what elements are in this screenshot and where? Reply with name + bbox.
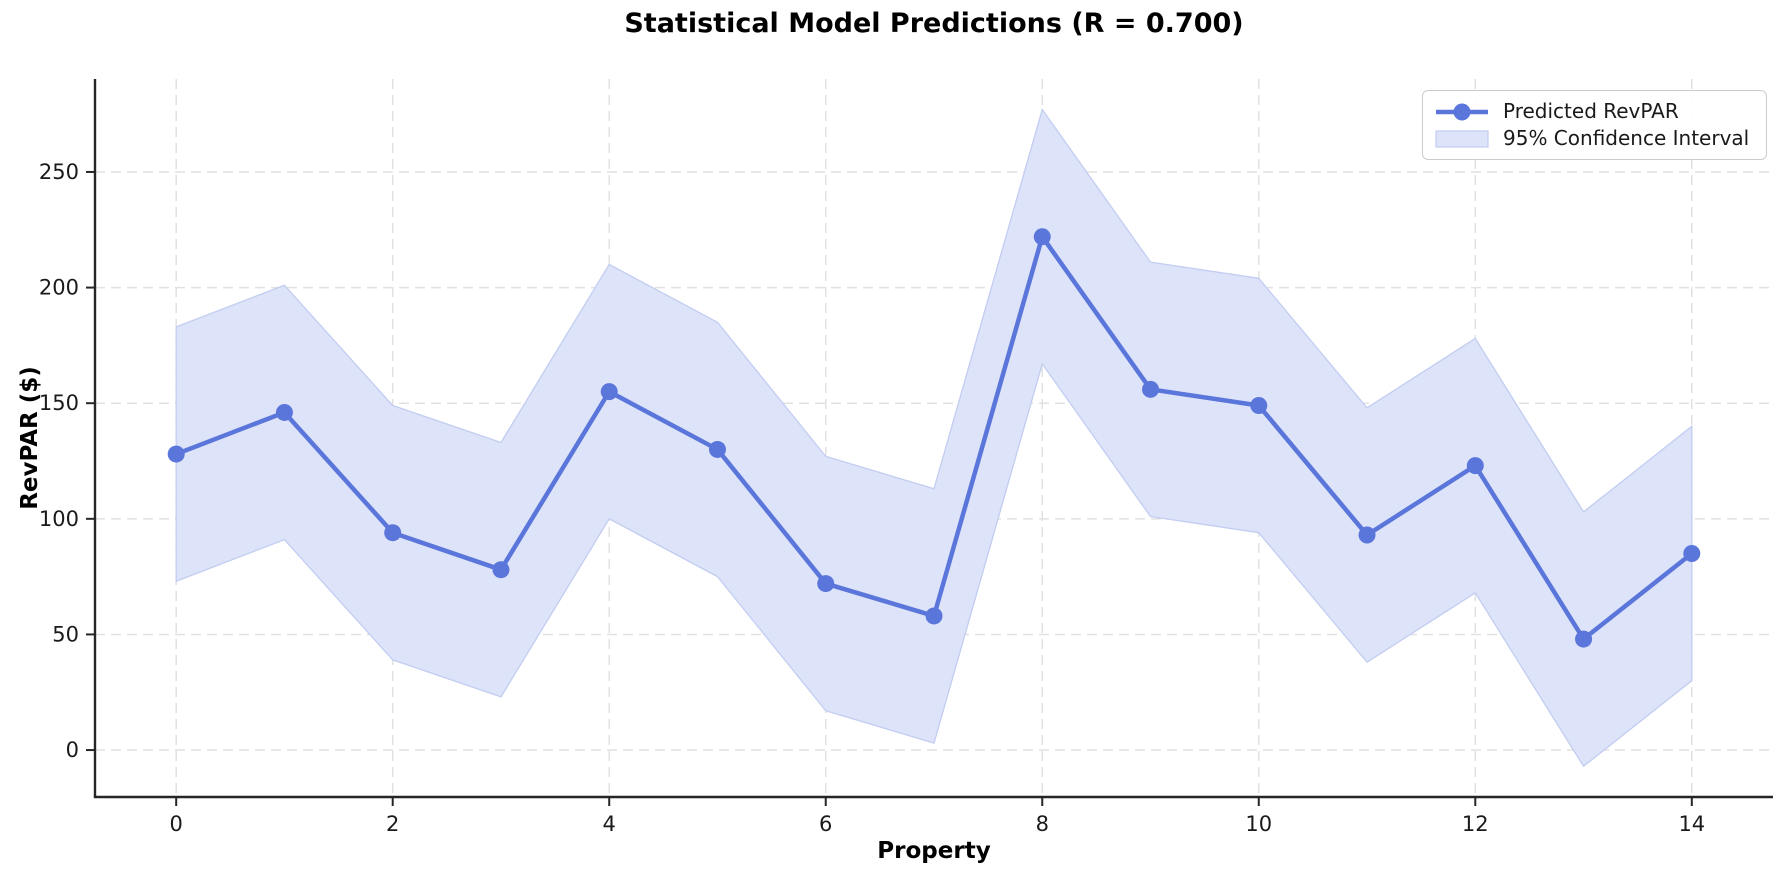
data-point-marker (1575, 630, 1593, 648)
line-layer (167, 228, 1701, 648)
data-point-marker (1033, 228, 1051, 246)
data-point-marker (1250, 397, 1268, 415)
y-axis-label-text: RevPAR ($) (17, 366, 43, 510)
y-axis-tick-label: 250 (39, 160, 79, 184)
x-axis-tick-label: 6 (819, 812, 832, 836)
legend-item-predicted: Predicted RevPAR (1433, 98, 1756, 125)
data-point-marker (492, 561, 510, 579)
legend-band-sample (1435, 129, 1489, 148)
confidence-band (175, 108, 1693, 767)
x-axis-tick-label: 12 (1462, 812, 1489, 836)
legend: Predicted RevPAR 95% Confidence Interval (1422, 90, 1767, 160)
legend-label-predicted: Predicted RevPAR (1503, 99, 1679, 123)
axis-layer: 0 50 100 150 200 250 0 2 4 6 8 10 12 14 (39, 79, 1773, 836)
y-axis-tick-label: 200 (39, 276, 79, 300)
data-point-marker (1142, 380, 1160, 398)
band-layer (175, 108, 1693, 767)
data-point-marker (1683, 545, 1701, 563)
data-point-marker (167, 445, 185, 463)
x-axis-tick-label: 10 (1245, 812, 1272, 836)
y-axis-tick-label: 50 (52, 622, 79, 646)
data-point-marker (275, 403, 293, 421)
data-point-marker (1466, 457, 1484, 475)
legend-item-confidence: 95% Confidence Interval (1433, 125, 1756, 152)
x-axis-tick-label: 0 (170, 812, 183, 836)
x-axis-tick-label: 2 (386, 812, 399, 836)
y-axis-tick-label: 150 (39, 391, 79, 415)
data-point-marker (817, 575, 835, 593)
y-axis-tick-label: 0 (66, 738, 79, 762)
legend-line-marker-sample (1436, 103, 1488, 120)
data-point-marker (925, 607, 943, 625)
x-axis-tick-label: 4 (603, 812, 616, 836)
x-axis-label: Property (877, 838, 991, 864)
x-axis-tick-label: 14 (1678, 812, 1705, 836)
data-point-marker (1358, 526, 1376, 544)
chart-title: Statistical Model Predictions (R = 0.700… (624, 8, 1244, 39)
legend-label-confidence: 95% Confidence Interval (1503, 126, 1750, 150)
data-point-marker (600, 383, 618, 401)
x-axis-tick-label: 8 (1036, 812, 1049, 836)
data-point-marker (708, 440, 726, 458)
y-axis-tick-label: 100 (39, 507, 79, 531)
data-point-marker (384, 524, 402, 542)
